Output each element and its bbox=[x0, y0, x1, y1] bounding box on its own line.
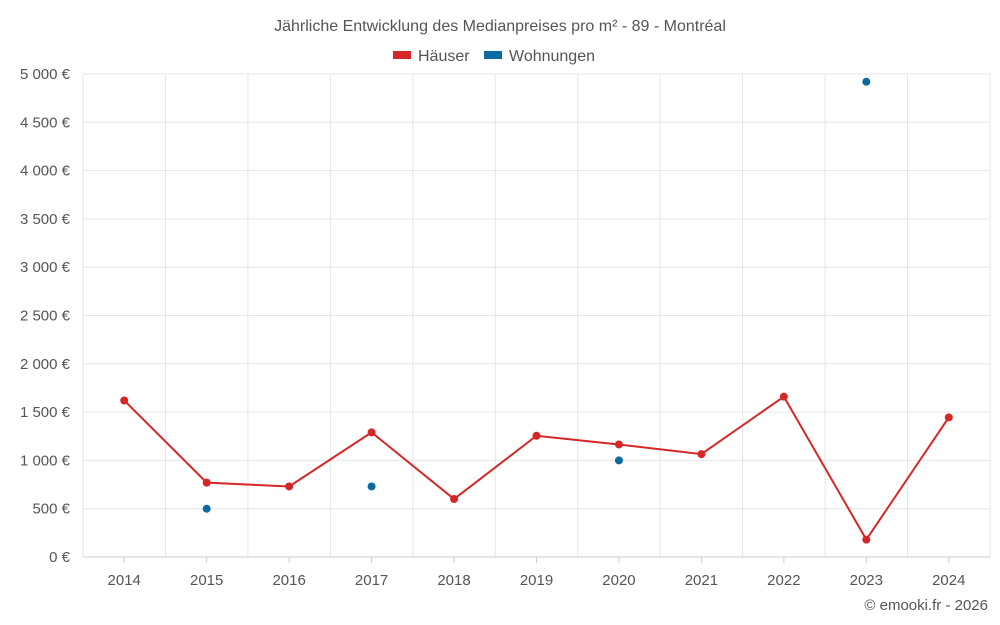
y-tick-label: 3 500 € bbox=[20, 211, 71, 228]
legend-label-haeuser: Häuser bbox=[418, 48, 470, 65]
y-tick-label: 2 500 € bbox=[20, 308, 71, 325]
data-point-haeuser[interactable] bbox=[944, 413, 953, 422]
y-tick-label: 500 € bbox=[32, 501, 70, 518]
x-tick-label: 2022 bbox=[767, 572, 800, 589]
x-tick-label: 2024 bbox=[932, 572, 965, 589]
legend-swatch-wohnungen bbox=[484, 51, 502, 59]
y-tick-label: 4 500 € bbox=[20, 114, 71, 131]
x-tick-label: 2020 bbox=[602, 572, 635, 589]
x-tick-label: 2017 bbox=[355, 572, 388, 589]
x-tick-label: 2016 bbox=[272, 572, 305, 589]
data-point-haeuser[interactable] bbox=[614, 440, 623, 449]
x-axis-labels: 2014 2015 2016 2017 2018 2019 2020 2021 2022 2023… bbox=[108, 572, 966, 589]
legend: Häuser Wohnungen bbox=[393, 48, 595, 65]
x-tick-label: 2023 bbox=[850, 572, 883, 589]
data-point-haeuser[interactable] bbox=[285, 482, 294, 491]
x-tick-label: 2014 bbox=[108, 572, 141, 589]
y-tick-label: 4 000 € bbox=[20, 163, 71, 180]
data-point-wohnungen[interactable] bbox=[862, 77, 871, 86]
y-tick-label: 0 € bbox=[49, 549, 71, 566]
y-tick-label: 1 500 € bbox=[20, 404, 71, 421]
x-tick-label: 2021 bbox=[685, 572, 718, 589]
legend-swatch-haeuser bbox=[393, 51, 411, 59]
data-point-haeuser[interactable] bbox=[450, 495, 459, 504]
y-axis-labels: 0 € 500 € 1 000 € 1 500 € 2 000 € 2 500 € 3 00… bbox=[20, 66, 71, 566]
x-tick-label: 2018 bbox=[437, 572, 470, 589]
data-point-haeuser[interactable] bbox=[367, 428, 376, 437]
y-tick-label: 5 000 € bbox=[20, 66, 71, 83]
data-point-wohnungen[interactable] bbox=[614, 456, 623, 465]
data-point-wohnungen[interactable] bbox=[202, 504, 211, 513]
legend-item-wohnungen[interactable]: Wohnungen bbox=[484, 48, 595, 65]
y-tick-label: 3 000 € bbox=[20, 259, 71, 276]
grid bbox=[82, 73, 991, 563]
chart-title: Jährliche Entwicklung des Medianpreises … bbox=[274, 18, 726, 35]
data-point-haeuser[interactable] bbox=[120, 396, 129, 405]
data-point-haeuser[interactable] bbox=[862, 535, 871, 544]
x-tick-label: 2015 bbox=[190, 572, 223, 589]
data-point-wohnungen[interactable] bbox=[367, 482, 376, 491]
data-point-haeuser[interactable] bbox=[779, 392, 788, 401]
x-tick-label: 2019 bbox=[520, 572, 553, 589]
legend-item-haeuser[interactable]: Häuser bbox=[393, 48, 470, 65]
data-point-haeuser[interactable] bbox=[532, 431, 541, 440]
data-point-haeuser[interactable] bbox=[202, 478, 211, 487]
copyright-footer: © emooki.fr - 2026 bbox=[864, 597, 988, 614]
legend-label-wohnungen: Wohnungen bbox=[509, 48, 595, 65]
data-point-haeuser[interactable] bbox=[697, 450, 706, 459]
y-tick-label: 1 000 € bbox=[20, 452, 71, 469]
y-tick-label: 2 000 € bbox=[20, 356, 71, 373]
series bbox=[120, 77, 953, 544]
